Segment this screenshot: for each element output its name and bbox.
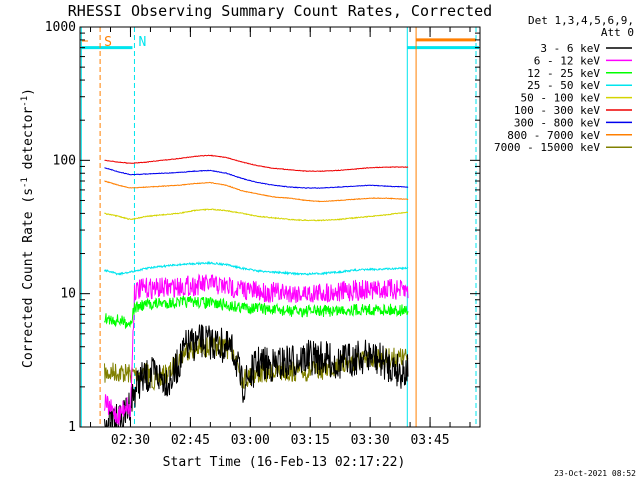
y-axis: 1 10 100 1000 <box>45 20 480 435</box>
legend-label: 25 - 50 keV <box>527 79 600 92</box>
series-line-0 <box>104 324 409 428</box>
plot-frame <box>79 26 481 428</box>
series-line-6 <box>104 167 409 189</box>
legend-header: Det 1,3,4,5,6,9, <box>528 14 634 27</box>
legend-label: 3 - 6 keV <box>540 42 600 55</box>
x-axis: 02:30 02:45 03:00 03:15 03:30 03:45 <box>90 27 471 448</box>
y-tick-label: 100 <box>53 153 76 168</box>
legend-label: 100 - 300 keV <box>514 104 600 117</box>
legend-label: 7000 - 15000 keV <box>494 141 600 154</box>
series-line-5 <box>104 154 409 173</box>
attenuator-state-bars <box>81 38 479 50</box>
series-line-4 <box>104 208 408 222</box>
y-tick-label: 10 <box>60 287 76 302</box>
footer-timestamp: 23-Oct-2021 08:52 <box>554 469 636 478</box>
series-line-1 <box>104 273 409 426</box>
marker-label-n: N <box>138 35 146 50</box>
marker-label-s: S <box>104 35 112 50</box>
y-tick-label: 1 <box>68 420 76 435</box>
legend-header: Att 0 <box>601 26 634 39</box>
x-tick-label: 02:30 <box>111 433 150 448</box>
x-tick-label: 03:00 <box>231 433 270 448</box>
y-tick-label: 1000 <box>45 20 76 35</box>
series-layer <box>104 154 409 428</box>
x-tick-label: 02:45 <box>171 433 210 448</box>
x-axis-label: Start Time (16-Feb-13 02:17:22) <box>163 455 406 470</box>
legend-label: 12 - 25 keV <box>527 67 600 80</box>
series-line-2 <box>104 295 409 330</box>
chart-title: RHESSI Observing Summary Count Rates, Co… <box>68 2 492 20</box>
y-axis-label: Corrected Count Rate (s-1 detector-1) <box>20 88 36 368</box>
legend-label: 300 - 800 keV <box>514 116 600 129</box>
legend-label: 800 - 7000 keV <box>507 129 600 142</box>
series-line-7 <box>104 180 409 203</box>
legend-label: 50 - 100 keV <box>521 92 601 105</box>
x-tick-label: 03:45 <box>410 433 449 448</box>
x-tick-label: 03:30 <box>351 433 390 448</box>
series-line-3 <box>104 260 409 277</box>
x-tick-label: 03:15 <box>291 433 330 448</box>
legend-label: 6 - 12 keV <box>534 54 601 67</box>
